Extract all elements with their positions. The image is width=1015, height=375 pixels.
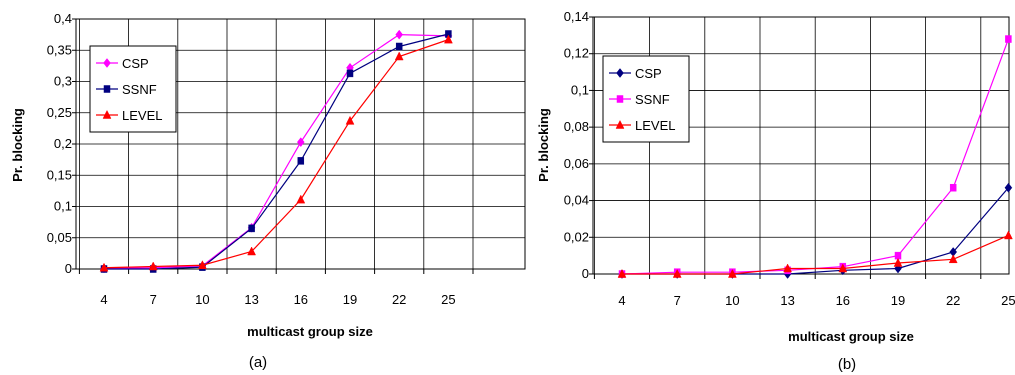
data-point-level bbox=[727, 268, 737, 278]
x-axis-title: multicast group size bbox=[788, 329, 914, 344]
data-point-level bbox=[394, 51, 404, 61]
y-tick-label: 0,06 bbox=[564, 156, 589, 171]
y-tick-label: 0,2 bbox=[54, 136, 72, 151]
data-point-ssnf bbox=[395, 42, 403, 51]
x-tick-label: 4 bbox=[618, 293, 625, 308]
data-point-level bbox=[443, 34, 453, 44]
series-line-ssnf bbox=[104, 33, 449, 270]
data-point-level bbox=[148, 261, 158, 271]
x-tick-label: 16 bbox=[294, 292, 308, 307]
y-tick-label: 0,05 bbox=[47, 230, 72, 245]
data-point-csp bbox=[1004, 182, 1013, 193]
y-tick-label: 0,15 bbox=[47, 167, 72, 182]
data-point-level bbox=[1003, 230, 1013, 240]
y-tick-label: 0,4 bbox=[54, 11, 72, 26]
x-tick-label: 13 bbox=[780, 293, 794, 308]
data-point-level bbox=[838, 263, 848, 273]
legend-label: SSNF bbox=[122, 82, 157, 97]
chart-a: 0 0,05 0,1 0,15 0,2 0,25 0,3 0,35 0,4 4 7 10 13 16 19 2… bbox=[10, 11, 526, 371]
legend-label: LEVEL bbox=[635, 118, 675, 133]
data-point-level bbox=[247, 246, 257, 256]
legend-marker bbox=[616, 95, 624, 103]
data-point-level bbox=[783, 263, 793, 273]
data-point-level bbox=[296, 194, 306, 204]
data-point-level bbox=[197, 260, 207, 269]
legend-label: SSNF bbox=[635, 92, 670, 107]
x-tick-label: 19 bbox=[891, 293, 905, 308]
y-axis-title: Pr. blocking bbox=[536, 108, 551, 182]
data-point-level bbox=[617, 268, 627, 278]
data-point-ssnf bbox=[297, 157, 305, 165]
y-tick-label: 0,25 bbox=[47, 105, 72, 120]
series-line-level bbox=[103, 39, 449, 269]
data-point-csp bbox=[395, 29, 404, 40]
legend: CSP SSNF LEVEL bbox=[602, 55, 690, 143]
series-line-level bbox=[622, 234, 1009, 275]
legend-label: LEVEL bbox=[122, 108, 162, 123]
chart-b: 0 0,02 0,04 0,06 0,08 0,1 0,12 0,14 4 7 10 13 16 19 22… bbox=[536, 9, 1015, 373]
x-tick-label: 22 bbox=[392, 292, 406, 307]
data-point-csp bbox=[296, 137, 305, 148]
data-point-level bbox=[345, 115, 355, 125]
y-tick-label: 0,14 bbox=[564, 9, 589, 24]
data-point-level bbox=[99, 262, 109, 272]
legend-marker bbox=[102, 109, 112, 119]
legend-marker bbox=[103, 58, 111, 68]
x-tick-label: 7 bbox=[150, 292, 157, 307]
y-axis-title: Pr. blocking bbox=[10, 108, 25, 182]
y-tick-label: 0,04 bbox=[564, 193, 589, 208]
x-tick-label: 25 bbox=[1001, 293, 1015, 308]
x-tick-label: 13 bbox=[244, 292, 258, 307]
legend-marker bbox=[103, 85, 111, 93]
data-point-level bbox=[948, 254, 958, 264]
legend-label: CSP bbox=[635, 66, 662, 81]
legend: CSP SSNF LEVEL bbox=[89, 45, 177, 133]
data-point-level bbox=[893, 257, 903, 267]
x-tick-label: 16 bbox=[836, 293, 850, 308]
x-tick-label: 22 bbox=[946, 293, 960, 308]
x-tick-label: 10 bbox=[725, 293, 739, 308]
series-line-csp bbox=[103, 34, 449, 269]
y-tick-label: 0,3 bbox=[54, 74, 72, 89]
legend-marker bbox=[615, 119, 625, 129]
x-tick-label: 4 bbox=[100, 292, 107, 307]
legend-marker bbox=[616, 68, 624, 78]
chart-caption: (a) bbox=[249, 354, 267, 371]
y-tick-label: 0 bbox=[582, 266, 589, 281]
y-tick-label: 0,35 bbox=[47, 42, 72, 57]
y-tick-label: 0,1 bbox=[54, 199, 72, 214]
data-point-ssnf bbox=[346, 69, 354, 78]
data-point-level bbox=[672, 268, 682, 278]
y-tick-label: 0,1 bbox=[571, 82, 589, 97]
y-tick-label: 0,02 bbox=[564, 229, 589, 244]
chart-caption: (b) bbox=[838, 356, 856, 373]
data-point-ssnf bbox=[1005, 35, 1012, 43]
legend-label: CSP bbox=[122, 56, 149, 71]
y-tick-label: 0,12 bbox=[564, 46, 589, 61]
data-point-ssnf bbox=[949, 183, 957, 192]
x-tick-label: 19 bbox=[343, 292, 357, 307]
y-tick-label: 0 bbox=[65, 261, 72, 276]
x-tick-label: 10 bbox=[195, 292, 209, 307]
x-tick-label: 25 bbox=[441, 292, 455, 307]
y-tick-label: 0,08 bbox=[564, 119, 589, 134]
x-tick-label: 7 bbox=[674, 293, 681, 308]
data-point-ssnf bbox=[248, 224, 255, 233]
x-axis-title: multicast group size bbox=[247, 324, 373, 339]
